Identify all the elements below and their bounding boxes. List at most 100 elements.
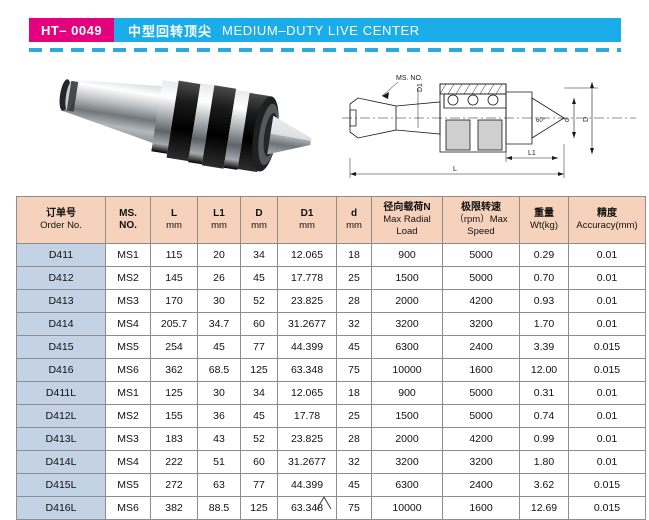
cell-l: 183: [150, 427, 198, 451]
table-row: D411L MS1 125 30 34 12.065 18 900 5000 0.31 0.01: [16, 381, 646, 405]
cell-accuracy: 0.01: [568, 427, 646, 451]
cell-order-no: D412: [16, 266, 106, 290]
column-header-d: D mm: [240, 196, 278, 244]
cell-d: 34: [240, 381, 278, 405]
cell-d: 45: [240, 404, 278, 428]
drawing-label-d-small: d: [564, 118, 571, 122]
cell-max-speed: 3200: [442, 450, 520, 474]
cell-d: 60: [240, 312, 278, 336]
product-photo: [38, 62, 330, 186]
cell-weight: 0.99: [519, 427, 569, 451]
table-row: D411 MS1 115 20 34 12.065 18 900 5000 0.29 0.01: [16, 243, 646, 267]
cell-max-speed: 5000: [442, 243, 520, 267]
cell-max-radial-load: 10000: [371, 496, 443, 520]
column-header-d-small: d mm: [336, 196, 372, 244]
cell-ms-no: MS6: [105, 496, 151, 520]
cell-d: 125: [240, 496, 278, 520]
cell-d-small: 45: [336, 473, 372, 497]
cell-d1: 44.399: [277, 335, 337, 359]
drawing-label-d-big: D: [583, 117, 590, 122]
cell-l: 205.7: [150, 312, 198, 336]
cell-accuracy: 0.01: [568, 450, 646, 474]
cell-weight: 1.80: [519, 450, 569, 474]
cell-d: 77: [240, 335, 278, 359]
cell-accuracy: 0.015: [568, 473, 646, 497]
cell-max-radial-load: 900: [371, 381, 443, 405]
cell-max-speed: 5000: [442, 404, 520, 428]
cell-d: 60: [240, 450, 278, 474]
page-header: HT– 0049 中型回转顶尖 MEDIUM–DUTY LIVE CENTER: [29, 18, 621, 42]
column-header-l: L mm: [150, 196, 198, 244]
cell-l1: 26: [197, 266, 241, 290]
cell-accuracy: 0.015: [568, 335, 646, 359]
cell-d1: 17.78: [277, 404, 337, 428]
cell-l1: 34.7: [197, 312, 241, 336]
page-bottom-caret: [315, 495, 333, 510]
cell-l: 272: [150, 473, 198, 497]
cell-d1: 23.825: [277, 427, 337, 451]
cell-d1: 44.399: [277, 473, 337, 497]
cell-max-radial-load: 3200: [371, 312, 443, 336]
cell-ms-no: MS2: [105, 266, 151, 290]
column-header-max-speed: 极限转速 （rpm）Max Speed: [442, 196, 520, 244]
cell-d-small: 75: [336, 496, 372, 520]
cell-l: 145: [150, 266, 198, 290]
cell-ms-no: MS5: [105, 473, 151, 497]
cell-ms-no: MS4: [105, 450, 151, 474]
cell-ms-no: MS3: [105, 427, 151, 451]
cell-l: 115: [150, 243, 198, 267]
cell-weight: 12.69: [519, 496, 569, 520]
cell-accuracy: 0.01: [568, 266, 646, 290]
cell-d: 125: [240, 358, 278, 382]
header-dashed-divider: [29, 48, 621, 52]
cell-d1: 31.2677: [277, 312, 337, 336]
cell-d-small: 18: [336, 381, 372, 405]
cell-d-small: 32: [336, 450, 372, 474]
cell-max-radial-load: 10000: [371, 358, 443, 382]
table-row: D414L MS4 222 51 60 31.2677 32 3200 3200 1.80 0.01: [16, 450, 646, 474]
cell-d-small: 32: [336, 312, 372, 336]
cell-max-radial-load: 1500: [371, 266, 443, 290]
cell-d1: 12.065: [277, 243, 337, 267]
cell-l1: 30: [197, 381, 241, 405]
specification-table: 订单号 Order No. MS. NO. L mm L1 mm D mm D1…: [16, 196, 646, 520]
cell-max-speed: 2400: [442, 473, 520, 497]
cell-max-radial-load: 3200: [371, 450, 443, 474]
cell-accuracy: 0.01: [568, 404, 646, 428]
illustration-area: MS. NO. D1 d D L L1 60°: [0, 58, 649, 192]
column-header-order-no: 订单号 Order No.: [16, 196, 106, 244]
cell-l: 382: [150, 496, 198, 520]
cell-weight: 0.74: [519, 404, 569, 428]
cell-order-no: D413: [16, 289, 106, 313]
drawing-label-ms-no: MS. NO.: [396, 75, 423, 82]
cell-l: 222: [150, 450, 198, 474]
cell-d-small: 25: [336, 266, 372, 290]
cell-weight: 0.31: [519, 381, 569, 405]
cell-weight: 1.70: [519, 312, 569, 336]
cell-weight: 0.70: [519, 266, 569, 290]
cell-accuracy: 0.015: [568, 358, 646, 382]
cell-d1: 17.778: [277, 266, 337, 290]
cell-d1: 23.825: [277, 289, 337, 313]
cell-d: 34: [240, 243, 278, 267]
cell-d: 45: [240, 266, 278, 290]
cell-order-no: D411L: [16, 381, 106, 405]
cell-weight: 0.29: [519, 243, 569, 267]
cell-max-radial-load: 6300: [371, 335, 443, 359]
cell-d1: 31.2677: [277, 450, 337, 474]
cell-ms-no: MS1: [105, 381, 151, 405]
cell-l: 362: [150, 358, 198, 382]
cell-max-speed: 5000: [442, 266, 520, 290]
table-body: D411 MS1 115 20 34 12.065 18 900 5000 0.29 0.01 D41…: [16, 243, 646, 520]
cell-order-no: D415: [16, 335, 106, 359]
drawing-label-l1: L1: [528, 150, 536, 157]
cell-ms-no: MS5: [105, 335, 151, 359]
cell-max-speed: 5000: [442, 381, 520, 405]
cell-l1: 30: [197, 289, 241, 313]
cell-l: 125: [150, 381, 198, 405]
cell-order-no: D414: [16, 312, 106, 336]
column-header-accuracy: 精度 Accuracy(mm): [568, 196, 646, 244]
table-row: D415 MS5 254 45 77 44.399 45 6300 2400 3.39 0.015: [16, 335, 646, 359]
cell-l1: 45: [197, 335, 241, 359]
cell-weight: 12.00: [519, 358, 569, 382]
